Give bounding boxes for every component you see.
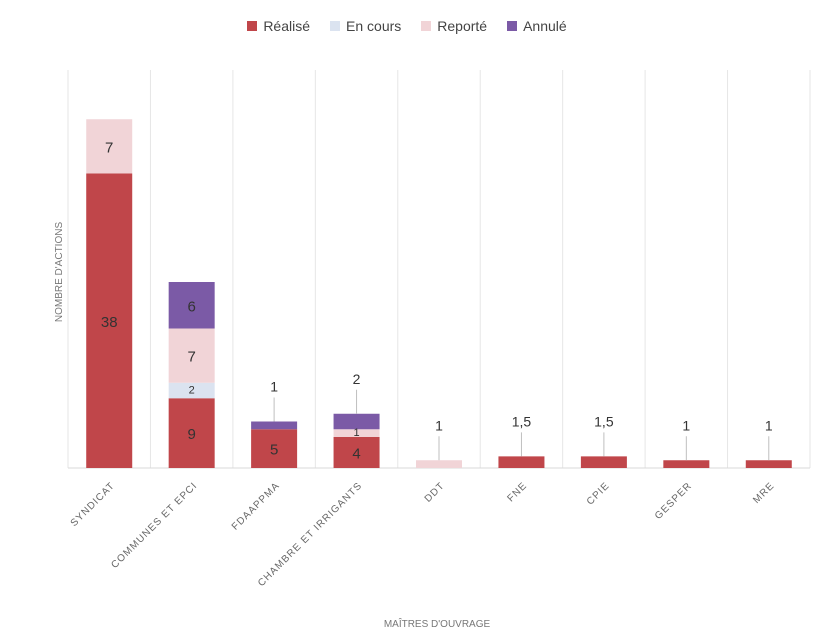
data-label: 1 — [353, 427, 359, 439]
x-tick-label: FNE — [506, 480, 530, 504]
legend-item-en-cours: En cours — [330, 18, 401, 34]
callout-label: 2 — [353, 371, 361, 387]
bar-segment — [416, 460, 462, 468]
x-tick-label: CPIE — [585, 480, 612, 507]
bar-segment — [333, 413, 380, 430]
x-tick-label: FDAAPPMA — [230, 480, 282, 532]
callout-label: 1 — [270, 379, 278, 395]
legend-item-annule: Annulé — [507, 18, 567, 34]
callout-label: 1 — [682, 417, 690, 433]
bars-group — [86, 119, 792, 468]
legend-label-realise: Réalisé — [263, 18, 311, 34]
data-label: 7 — [105, 139, 113, 156]
bar-segment — [745, 460, 792, 468]
bar-segment — [168, 398, 215, 468]
data-label: 38 — [101, 314, 118, 331]
callout-label: 1 — [765, 417, 773, 433]
legend-label-en-cours: En cours — [346, 18, 402, 34]
legend-swatch-annule — [507, 21, 518, 31]
legend-swatch-en-cours — [330, 21, 341, 31]
data-label: 9 — [187, 426, 195, 443]
legend-label-reporte: Reporté — [437, 18, 488, 34]
legend-swatch-realise — [247, 21, 258, 31]
chart-legend: Réalisé En cours Reporté Annulé — [0, 18, 814, 34]
legend-item-reporte: Reporté — [421, 18, 487, 34]
legend-item-realise: Réalisé — [247, 18, 310, 34]
callout-label: 1,5 — [512, 413, 532, 429]
bar-segment — [168, 382, 215, 399]
bar-segment — [251, 421, 298, 430]
bar-segment — [333, 437, 380, 468]
data-label: 7 — [187, 349, 195, 366]
data-label: 2 — [189, 385, 195, 397]
bar-segment — [498, 456, 545, 468]
labels-group: 38 7 9 7 2 6 5 4 1 1 2 1 1,5 1,5 1 1 — [101, 139, 773, 462]
bar-segment — [333, 429, 380, 437]
bar-segment — [86, 173, 133, 468]
bar-segment — [663, 460, 710, 468]
bar-segment — [168, 328, 215, 383]
legend-label-annule: Annulé — [523, 18, 567, 34]
x-tick-label: COMMUNES ET EPCI — [109, 480, 199, 570]
bar-segment — [168, 282, 215, 329]
bar-segment — [251, 429, 298, 468]
x-tick-label: DDT — [423, 480, 447, 504]
x-axis-label: MAÎTRES D'OUVRAGE — [384, 617, 491, 630]
data-label: 5 — [270, 442, 278, 459]
callout-label: 1 — [435, 417, 443, 433]
data-label: 6 — [187, 298, 195, 315]
x-tick-label: SYNDICAT — [69, 480, 118, 529]
bar-segment — [580, 456, 627, 468]
bar-segment — [86, 119, 133, 174]
x-tick-label: GESPER — [653, 480, 694, 521]
legend-swatch-reporte — [421, 21, 432, 31]
y-axis-label: NOMBRE D'ACTIONS — [54, 222, 65, 323]
callout-label: 1,5 — [594, 413, 614, 429]
data-label: 4 — [352, 446, 360, 463]
x-tick-label: MRE — [751, 480, 777, 506]
